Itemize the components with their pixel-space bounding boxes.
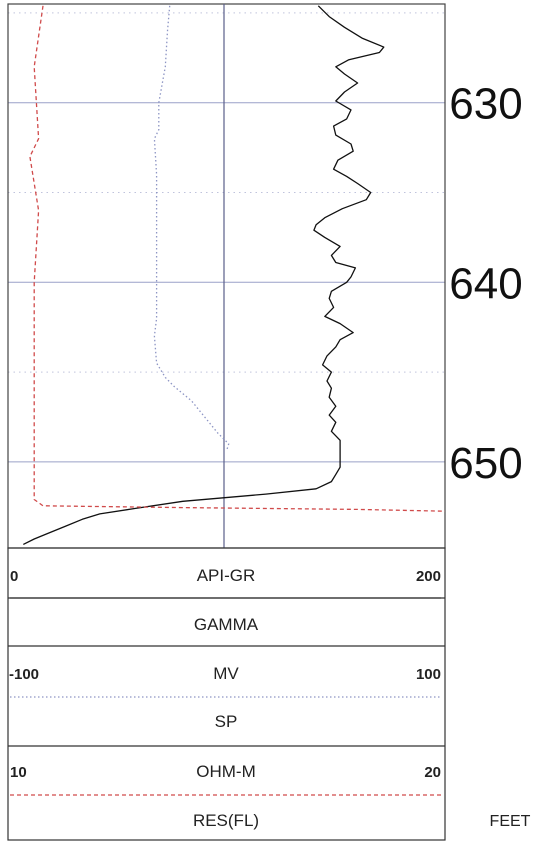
curves xyxy=(23,5,446,545)
header-sp: -100 MV 100 SP xyxy=(9,664,441,731)
header-res: 10 OHM-M 20 RES(FL) xyxy=(10,762,441,830)
sp-curve-name: SP xyxy=(215,712,238,731)
sp-scale-left: -100 xyxy=(9,666,39,683)
header-gamma: 0 API-GR 200 GAMMA xyxy=(10,566,441,634)
res-curve-name: RES(FL) xyxy=(193,811,259,830)
depth-tick-label: 640 xyxy=(449,259,522,308)
curve-gamma xyxy=(23,5,385,545)
res-scale-right: 20 xyxy=(424,764,441,781)
gamma-scale-left: 0 xyxy=(10,568,18,585)
res-scale-left: 10 xyxy=(10,764,27,781)
gamma-unit: API-GR xyxy=(197,566,256,585)
depth-unit-label: FEET xyxy=(490,813,531,830)
gamma-scale-right: 200 xyxy=(416,568,441,585)
depth-axis: 630 640 650 xyxy=(449,80,522,488)
curve-res-fl xyxy=(29,5,446,512)
depth-tick-label: 650 xyxy=(449,439,522,488)
sp-scale-right: 100 xyxy=(416,666,441,683)
sp-unit: MV xyxy=(213,664,239,683)
curve-sp xyxy=(153,5,230,452)
depth-grid xyxy=(8,12,445,463)
gamma-curve-name: GAMMA xyxy=(194,615,259,634)
depth-tick-label: 630 xyxy=(449,80,522,129)
log-track-frame xyxy=(7,3,446,549)
curve-header-panel xyxy=(7,547,446,841)
res-unit: OHM-M xyxy=(196,762,255,781)
